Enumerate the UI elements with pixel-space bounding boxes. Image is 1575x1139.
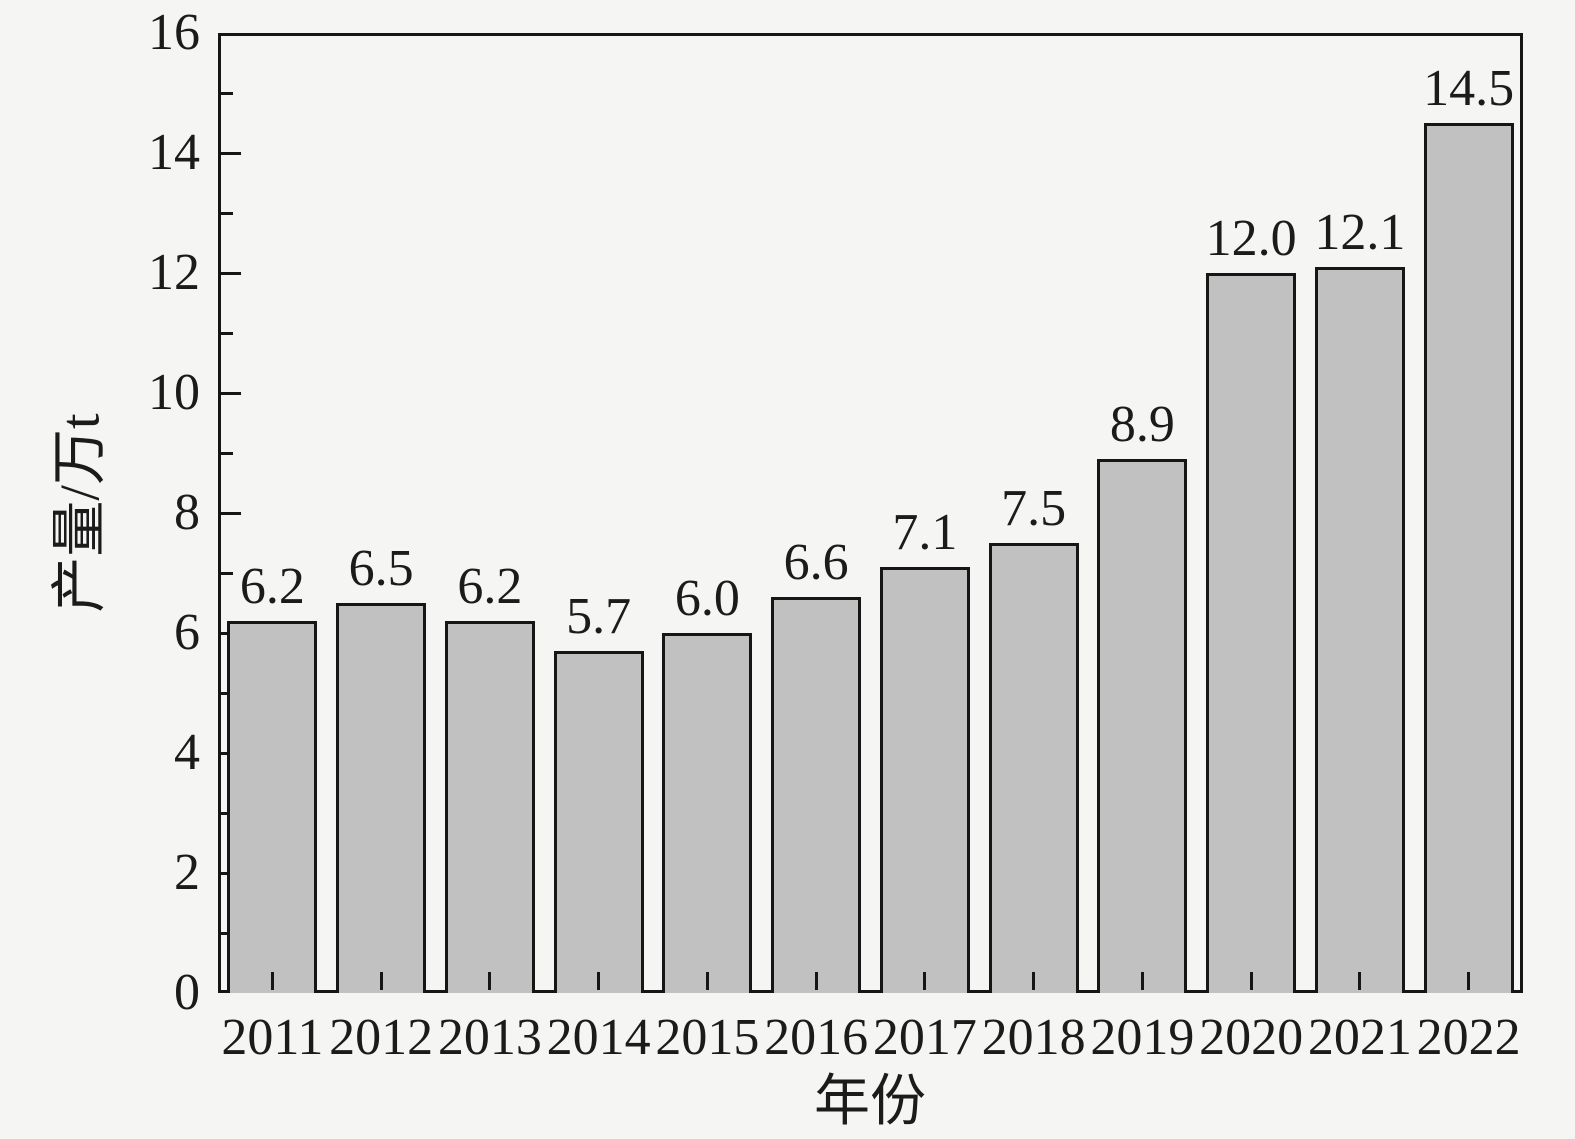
y-tick-label: 2 xyxy=(174,844,200,901)
y-tick-label: 16 xyxy=(148,4,200,61)
x-tick-label: 2011 xyxy=(221,1009,324,1066)
y-axis-title: 产量/万t xyxy=(49,413,112,613)
plot-area xyxy=(218,33,1523,993)
x-tick-label: 2021 xyxy=(1307,1009,1412,1066)
x-tick-label: 2014 xyxy=(546,1009,651,1066)
y-tick-label: 4 xyxy=(174,724,200,781)
x-tick-label: 2020 xyxy=(1199,1009,1304,1066)
x-tick-label: 2012 xyxy=(329,1009,434,1066)
y-tick-label: 14 xyxy=(148,124,200,181)
x-tick-label: 2017 xyxy=(872,1009,977,1066)
x-tick-label: 2013 xyxy=(437,1009,542,1066)
y-tick-label: 12 xyxy=(148,244,200,301)
x-tick-label: 2016 xyxy=(764,1009,869,1066)
x-tick-label: 2022 xyxy=(1416,1009,1521,1066)
y-tick-label: 0 xyxy=(174,964,200,1021)
x-tick-label: 2019 xyxy=(1090,1009,1195,1066)
x-tick-label: 2018 xyxy=(981,1009,1086,1066)
x-tick-label: 2015 xyxy=(655,1009,760,1066)
x-axis-title: 年份 xyxy=(814,1071,926,1133)
